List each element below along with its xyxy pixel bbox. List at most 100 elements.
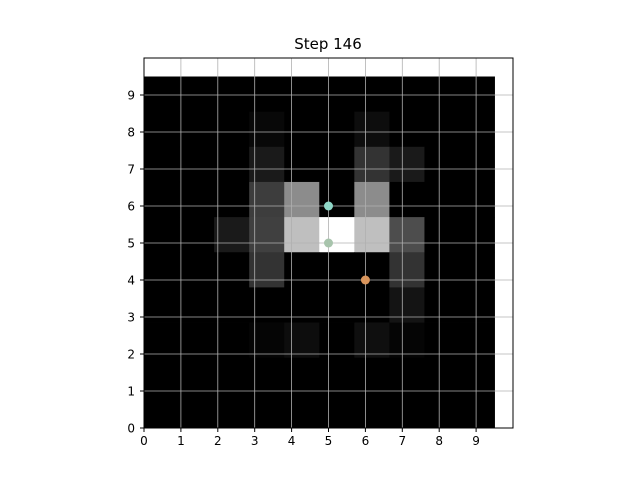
heatmap-cell: [424, 322, 460, 359]
heatmap-cell: [389, 217, 425, 253]
marker-point: [360, 275, 370, 285]
heatmap-cell: [459, 322, 495, 359]
heatmap-cell: [144, 181, 180, 218]
x-tick-label: 0: [140, 434, 148, 448]
heatmap-cell: [424, 252, 460, 288]
heatmap-cell: [319, 111, 355, 148]
heatmap-cell: [179, 287, 215, 323]
heatmap-cell: [424, 357, 460, 394]
heatmap-cell: [424, 392, 460, 429]
heatmap-cell: [144, 392, 180, 429]
chart-title: Step 146: [294, 35, 362, 53]
heatmap-cell: [284, 111, 320, 148]
heatmap-cell: [144, 322, 180, 359]
heatmap-cell: [214, 111, 250, 148]
y-tick-label: 3: [127, 311, 135, 325]
heatmap-cell: [459, 76, 495, 113]
heatmap-cell: [459, 217, 495, 253]
heatmap-cell: [214, 392, 250, 429]
heatmap-cell: [284, 322, 320, 359]
heatmap-cell: [354, 252, 390, 288]
heatmap-cell: [144, 287, 180, 323]
heatmap-cell: [319, 357, 355, 394]
heatmap-cell: [179, 181, 215, 218]
heatmap-cell: [319, 392, 355, 429]
heatmap-cell: [214, 76, 250, 113]
heatmap-cell: [424, 217, 460, 253]
heatmap-cell: [319, 217, 355, 253]
x-tick-label: 5: [325, 434, 333, 448]
heatmap-cell: [389, 392, 425, 429]
heatmap-cell: [284, 287, 320, 323]
y-tick-label: 9: [127, 89, 135, 103]
heatmap-cell: [179, 322, 215, 359]
heatmap-cell: [214, 287, 250, 323]
heatmap-cell: [354, 76, 390, 113]
heatmap-cell: [284, 146, 320, 183]
heatmap-cell: [354, 392, 390, 429]
heatmap-cell: [214, 357, 250, 394]
heatmap-cell: [179, 76, 215, 113]
heatmap-cell: [459, 357, 495, 394]
heatmap-cell: [319, 322, 355, 359]
heatmap-cell: [459, 146, 495, 183]
x-tick-label: 9: [472, 434, 480, 448]
heatmap-cell: [389, 181, 425, 218]
heatmap-cell: [179, 357, 215, 394]
heatmap-cell: [214, 322, 250, 359]
heatmap-cell: [214, 146, 250, 183]
y-tick-label: 2: [127, 348, 135, 362]
heatmap-cell: [389, 357, 425, 394]
marker-point: [324, 201, 333, 211]
heatmap-cell: [389, 111, 425, 148]
heatmap-cell: [459, 111, 495, 148]
heatmap-cell: [284, 357, 320, 394]
heatmap-cell: [354, 217, 390, 253]
heatmap-cell: [424, 146, 460, 183]
heatmap-cell: [284, 181, 320, 218]
heatmap-cell: [389, 76, 425, 113]
heatmap-cell: [179, 392, 215, 429]
heatmap-cell: [144, 76, 180, 113]
heatmap-cell: [319, 76, 355, 113]
heatmap-cell: [389, 287, 425, 323]
heatmap-cell: [144, 252, 180, 288]
x-tick-label: 7: [398, 434, 406, 448]
y-tick-label: 7: [127, 163, 135, 177]
heatmap-cell: [284, 217, 320, 253]
heatmap-cell: [319, 181, 355, 218]
heatmap-cell: [459, 252, 495, 288]
heatmap-cell: [424, 181, 460, 218]
heatmap-cells: [144, 76, 495, 429]
heatmap-cell: [354, 357, 390, 394]
heatmap-cell: [354, 181, 390, 218]
heatmap-cell: [459, 392, 495, 429]
x-tick-label: 6: [362, 434, 370, 448]
y-tick-label: 4: [127, 274, 135, 288]
heatmap-cell: [354, 322, 390, 359]
y-tick-label: 1: [127, 385, 135, 399]
marker-point: [324, 238, 333, 248]
x-tick-label: 2: [214, 434, 222, 448]
heatmap-cell: [424, 76, 460, 113]
heatmap-cell: [389, 322, 425, 359]
heatmap-cell: [354, 111, 390, 148]
heatmap-cell: [214, 181, 250, 218]
heatmap-cell: [144, 146, 180, 183]
heatmap-cell: [179, 252, 215, 288]
heatmap-cell: [319, 287, 355, 323]
heatmap-cell: [144, 357, 180, 394]
heatmap-cell: [354, 146, 390, 183]
y-axis: 0 1 2 3 4 5 6 7 8 9: [127, 89, 144, 436]
y-tick-label: 6: [127, 200, 135, 214]
y-tick-label: 8: [127, 126, 135, 140]
heatmap-cell: [284, 392, 320, 429]
x-tick-label: 8: [435, 434, 443, 448]
x-tick-label: 3: [251, 434, 259, 448]
heatmap-cell: [214, 252, 250, 288]
heatmap-cell: [144, 111, 180, 148]
heatmap-cell: [179, 217, 215, 253]
heatmap-cell: [389, 252, 425, 288]
